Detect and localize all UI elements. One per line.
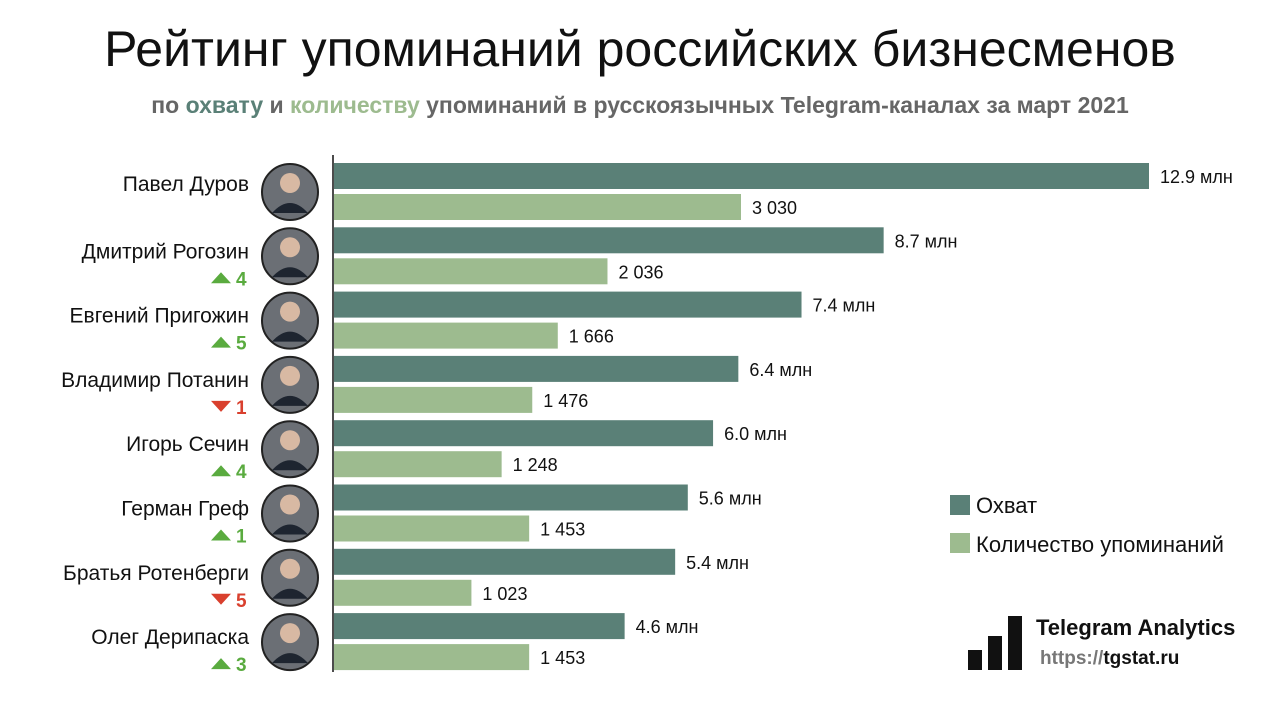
avatar-face <box>280 173 300 193</box>
bar-count <box>334 515 530 542</box>
category-label: Братья Ротенберги <box>63 562 249 585</box>
avatar-suit <box>272 460 308 471</box>
data-label-reach: 6.4 млн <box>749 360 812 380</box>
legend-label-reach: Охват <box>976 493 1037 518</box>
avatar-suit <box>272 203 308 213</box>
category-label: Павел Дуров <box>123 173 249 196</box>
data-label-count: 1 023 <box>482 584 527 604</box>
data-label-reach: 5.6 млн <box>699 489 762 509</box>
rank-change-value: 5 <box>236 591 247 612</box>
avatar-face <box>280 430 300 451</box>
data-label-count: 1 453 <box>540 648 585 668</box>
logo-url[interactable]: https://tgstat.ru <box>1040 648 1180 669</box>
bar-reach <box>334 548 676 575</box>
legend-swatch-reach <box>950 495 970 515</box>
avatar-suit <box>272 267 308 278</box>
category-label: Герман Греф <box>121 498 249 521</box>
arrow-down-icon <box>211 400 231 412</box>
rank-change-value: 1 <box>236 527 247 548</box>
arrow-up-icon <box>211 336 231 348</box>
category-label: Олег Дерипаска <box>91 626 249 649</box>
bar-count <box>334 322 558 349</box>
data-label-reach: 8.7 млн <box>895 231 958 251</box>
avatar-face <box>280 494 300 515</box>
arrow-up-icon <box>211 465 231 477</box>
legend-swatch-count <box>950 533 970 553</box>
bar-count <box>334 451 502 478</box>
avatar-suit <box>272 331 308 342</box>
avatar-suit <box>272 588 308 599</box>
category-label: Дмитрий Рогозин <box>82 240 249 263</box>
data-label-reach: 6.0 млн <box>724 424 787 444</box>
bar-count <box>334 386 533 413</box>
data-label-reach: 7.4 млн <box>813 296 876 316</box>
category-label: Игорь Сечин <box>126 433 249 456</box>
rank-change-value: 5 <box>236 334 247 355</box>
avatar-face <box>280 237 300 258</box>
avatar-suit <box>272 524 308 535</box>
rank-change-value: 1 <box>236 398 247 419</box>
data-label-count: 1 666 <box>569 327 614 347</box>
data-label-count: 1 476 <box>543 391 588 411</box>
bar-count <box>334 644 530 671</box>
logo-name: Telegram Analytics <box>1036 615 1236 640</box>
bar-reach <box>334 163 1149 189</box>
avatar-face <box>280 558 300 579</box>
arrow-up-icon <box>211 658 231 670</box>
rank-change-value: 4 <box>236 269 247 290</box>
rank-change-value: 3 <box>236 655 247 676</box>
bar-count <box>334 579 472 606</box>
logo-bar-icon <box>968 650 982 670</box>
bar-reach <box>334 613 625 640</box>
arrow-up-icon <box>211 529 231 541</box>
avatar-face <box>280 623 300 644</box>
bar-reach <box>334 484 688 511</box>
data-label-reach: 4.6 млн <box>636 617 699 637</box>
avatar-suit <box>272 653 308 664</box>
arrow-up-icon <box>211 272 231 284</box>
category-label: Владимир Потанин <box>61 369 249 392</box>
chart-subtitle: по охвату и количеству упоминаний в русс… <box>151 92 1129 118</box>
bar-reach <box>334 355 739 382</box>
avatar-suit <box>272 395 308 406</box>
rank-change-value: 4 <box>236 462 247 483</box>
logo-bar-icon <box>988 636 1002 670</box>
arrow-down-icon <box>211 593 231 605</box>
data-label-count: 1 453 <box>540 520 585 540</box>
bar-reach <box>334 227 884 254</box>
avatar-face <box>280 301 300 322</box>
avatar-face <box>280 365 300 386</box>
data-label-count: 1 248 <box>513 455 558 475</box>
category-label: Евгений Пригожин <box>70 305 249 328</box>
data-label-count: 3 030 <box>752 198 797 218</box>
bar-count <box>334 194 741 220</box>
bar-reach <box>334 420 714 447</box>
legend-label-count: Количество упоминаний <box>976 532 1224 557</box>
data-label-reach: 12.9 млн <box>1160 167 1233 187</box>
data-label-count: 2 036 <box>618 262 663 282</box>
data-label-reach: 5.4 млн <box>686 553 749 573</box>
chart-title: Рейтинг упоминаний российских бизнесмено… <box>104 21 1176 77</box>
bar-count <box>334 258 608 285</box>
bar-reach <box>334 291 802 318</box>
logo-bar-icon <box>1008 616 1022 670</box>
